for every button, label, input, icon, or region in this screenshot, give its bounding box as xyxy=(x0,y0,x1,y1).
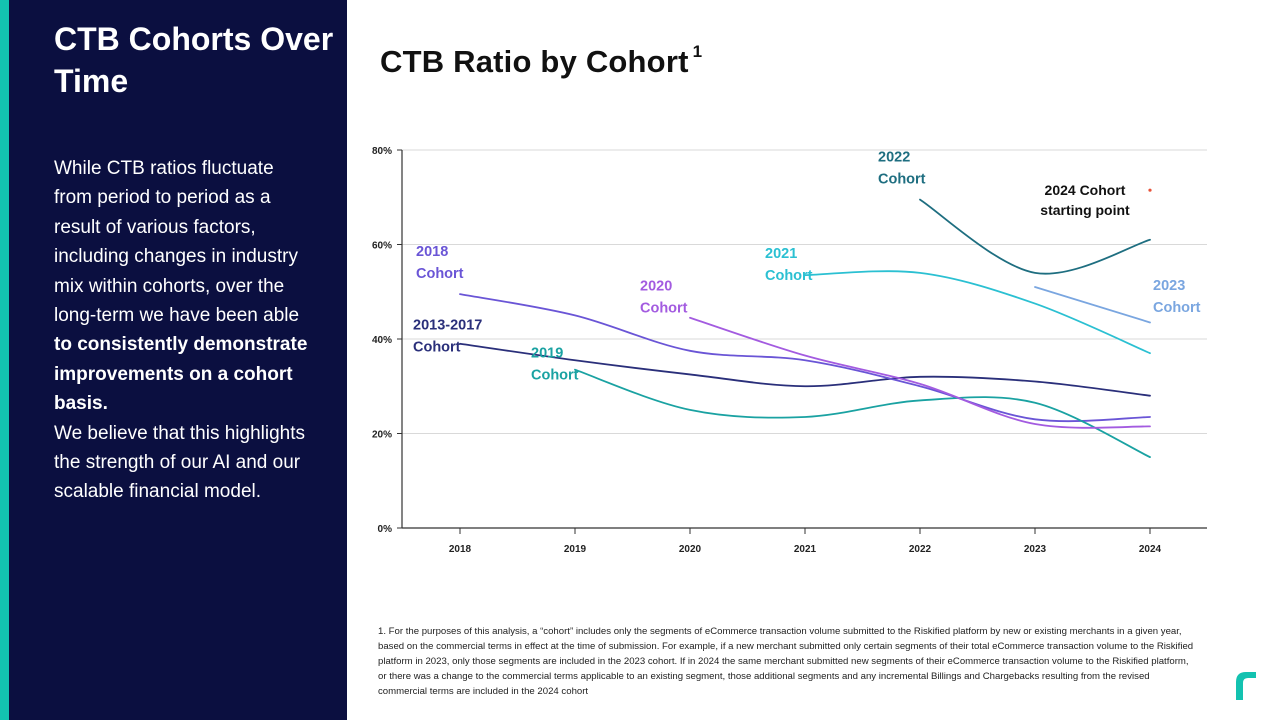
annotation-text: 2024 Cohort xyxy=(1045,182,1126,198)
series-line-2020-cohort xyxy=(689,316,1151,429)
y-tick-label: 0% xyxy=(378,524,393,535)
sidebar-body-intro: While CTB ratios fluctuate from period t… xyxy=(54,158,300,327)
x-tick-label: 2024 xyxy=(1139,544,1162,555)
x-tick-label: 2023 xyxy=(1024,544,1047,555)
series-line-2021-cohort xyxy=(804,270,1151,355)
series-label: Cohort xyxy=(878,172,926,188)
series-label: Cohort xyxy=(765,268,813,284)
x-tick-label: 2019 xyxy=(564,544,587,555)
series-label: Cohort xyxy=(531,368,579,384)
series-label: 2022 xyxy=(878,150,910,166)
series-line-2019-cohort xyxy=(574,368,1151,459)
series-label: 2020 xyxy=(640,279,672,295)
series-line-2018-cohort xyxy=(459,293,1151,423)
series-label: 2019 xyxy=(531,346,563,362)
y-tick-label: 80% xyxy=(372,146,392,157)
x-tick-label: 2021 xyxy=(794,544,817,555)
series-label: Cohort xyxy=(413,340,461,356)
sidebar-title: CTB Cohorts Over Time xyxy=(54,21,334,99)
chart-title-text: CTB Ratio by Cohort xyxy=(380,44,689,79)
sidebar-panel: CTB Cohorts Over Time While CTB ratios f… xyxy=(9,0,347,720)
series-line-2023-cohort xyxy=(1034,286,1151,324)
x-tick-label: 2022 xyxy=(909,544,932,555)
series-label: Cohort xyxy=(416,266,464,282)
y-tick-label: 40% xyxy=(372,335,392,346)
ctb-line-chart: 0% 20% 40% 60% 80% 2018 2019 2020 2021 2022 2023 20… xyxy=(372,146,1207,555)
sidebar-body: While CTB ratios fluctuate from period t… xyxy=(54,154,314,507)
footnote: 1. For the purposes of this analysis, a … xyxy=(378,626,1194,697)
annotation-text: starting point xyxy=(1040,202,1130,218)
sidebar-body-outro: We believe that this highlights the stre… xyxy=(54,422,306,503)
annotation-point xyxy=(1148,188,1152,192)
x-tick-label: 2020 xyxy=(679,544,702,555)
series-label: 2021 xyxy=(765,246,797,262)
sidebar-body-highlight: to consistently demonstrate improvements… xyxy=(54,334,308,415)
series-line-2013-2017-cohort xyxy=(459,342,1151,397)
series-label: Cohort xyxy=(1153,300,1201,316)
riskified-logo-icon xyxy=(1236,672,1256,700)
accent-bar xyxy=(0,0,9,720)
x-tick-label: 2018 xyxy=(449,544,472,555)
y-tick-label: 20% xyxy=(372,430,392,441)
footnote-marker: 1 xyxy=(692,42,703,61)
series-label: 2023 xyxy=(1153,278,1185,294)
series-line-2022-cohort xyxy=(919,198,1151,275)
chart-title: CTB Ratio by Cohort 1 xyxy=(380,42,703,80)
series-label: 2018 xyxy=(416,244,448,260)
series-label: Cohort xyxy=(640,301,688,317)
y-tick-label: 60% xyxy=(372,241,392,252)
series-label: 2013-2017 xyxy=(413,318,482,334)
